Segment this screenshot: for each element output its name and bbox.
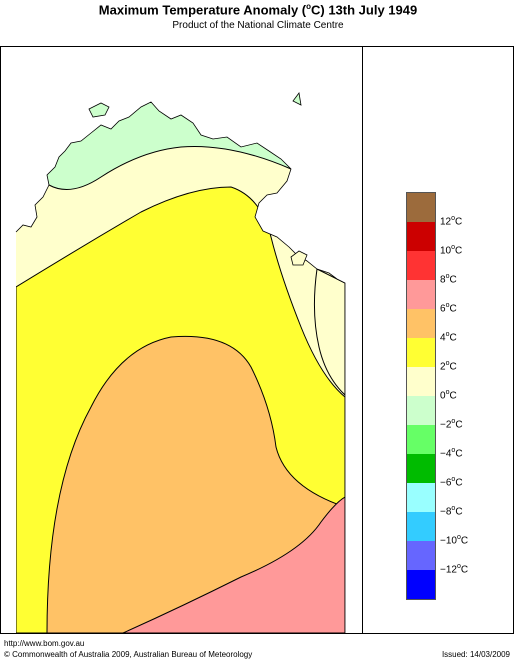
legend-label: 12oC [440,215,463,228]
map-title: Maximum Temperature Anomaly (oC) 13th Ju… [0,2,516,17]
legend-swatch [407,570,435,599]
legend-label: −10oC [440,534,469,547]
coastline [15,101,346,633]
legend-swatch [407,367,435,396]
map-subtitle: Product of the National Climate Centre [172,20,344,31]
legend-label: 2oC [440,360,457,373]
color-legend [406,192,436,600]
legend-swatch [407,222,435,251]
legend-swatch [407,512,435,541]
legend-label: −8oC [440,505,463,518]
legend-swatch [407,483,435,512]
legend-swatch [407,454,435,483]
legend-label: −2oC [440,418,463,431]
island-groote [290,250,308,266]
legend-swatch [407,425,435,454]
zone-4-to-6 [46,335,345,633]
legend-label: −12oC [440,563,469,576]
legend-label: −4oC [440,447,463,460]
legend-divider [362,46,363,634]
zone-6-to-8 [122,496,345,633]
legend-swatch [407,193,435,222]
legend-swatch [407,280,435,309]
title-suffix: C) 13th July 1949 [311,2,418,18]
title-degree: o [306,2,311,11]
footer-url[interactable]: http://www.bom.gov.au [4,639,85,648]
map-frame [0,46,514,634]
anomaly-map [15,92,346,633]
legend-label: 0oC [440,389,457,402]
legend-swatch [407,251,435,280]
island-small [292,92,302,106]
legend-label: 10oC [440,244,463,257]
legend-swatch [407,541,435,570]
legend-label: 6oC [440,302,457,315]
legend-label: 8oC [440,273,457,286]
legend-label: 4oC [440,331,457,344]
legend-swatches [406,192,436,600]
legend-swatch [407,309,435,338]
east-pale-zone [313,268,345,397]
legend-swatch [407,338,435,367]
footer-issued: Issued: 14/03/2009 [441,650,510,659]
title-prefix: Maximum Temperature Anomaly ( [98,2,307,18]
footer-copyright: © Commonwealth of Australia 2009, Austra… [4,650,253,659]
legend-label: −6oC [440,476,463,489]
island-tiwi [88,102,110,118]
legend-swatch [407,396,435,425]
